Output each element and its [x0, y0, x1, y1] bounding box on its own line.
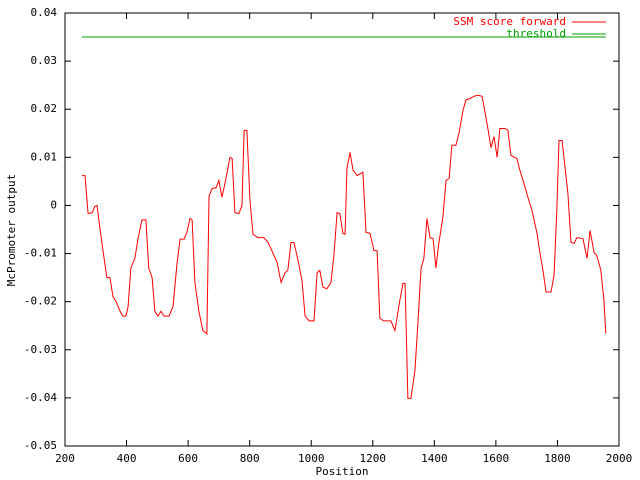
y-tick-label: -0.04 [24, 391, 57, 404]
y-tick-label: 0.03 [31, 54, 58, 67]
x-tick-label: 2000 [606, 452, 633, 465]
y-tick-label: -0.01 [24, 247, 57, 260]
y-axis-label: McPromoter output [5, 174, 18, 287]
legend-label: threshold [506, 27, 566, 40]
y-tick-label: 0.04 [31, 6, 58, 19]
x-axis-label: Position [316, 465, 369, 478]
x-tick-label: 1000 [298, 452, 325, 465]
series-line [81, 94, 607, 399]
x-tick-label: 1200 [360, 452, 387, 465]
x-tick-label: 600 [178, 452, 198, 465]
y-tick-label: 0.01 [31, 150, 58, 163]
x-tick-label: 400 [117, 452, 137, 465]
plot-frame [64, 12, 620, 447]
x-tick-label: 1400 [421, 452, 448, 465]
y-tick-label: 0 [50, 198, 57, 211]
y-tick-label: -0.02 [24, 295, 57, 308]
x-tick-label: 800 [240, 452, 260, 465]
y-tick-label: 0.02 [31, 102, 58, 115]
x-tick-label: 200 [55, 452, 75, 465]
x-tick-label: 1800 [544, 452, 571, 465]
legend-label: SSM score forward [453, 15, 566, 28]
y-tick-label: -0.03 [24, 343, 57, 356]
y-tick-label: -0.05 [24, 439, 57, 452]
x-tick-label: 1600 [483, 452, 510, 465]
